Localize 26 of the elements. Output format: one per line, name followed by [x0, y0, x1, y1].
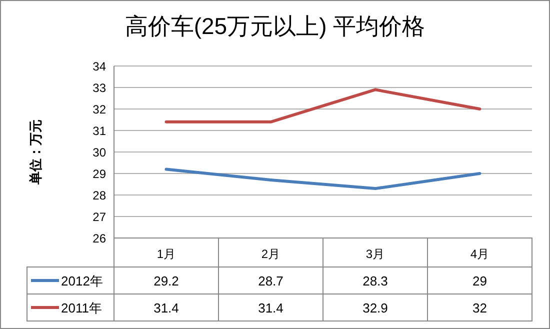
x-tick-label: 1月 [156, 247, 176, 261]
data-label: 29.2 [154, 274, 179, 288]
data-label: 32.9 [362, 300, 388, 316]
y-tick-label: 27 [92, 210, 106, 224]
line-series [164, 168, 482, 190]
data-label: 31.4 [154, 300, 179, 316]
x-tick-label: 3月 [366, 247, 385, 261]
x-tick-label: 4月 [470, 247, 490, 261]
y-tick-label: 32 [92, 102, 106, 116]
data-label: 29 [472, 274, 487, 288]
legend-label: 2012年 [61, 274, 103, 288]
x-tick-label: 2月 [261, 247, 280, 261]
data-label: 31.4 [258, 300, 284, 316]
legend-label: 2011年 [61, 300, 102, 316]
y-tick-label: 31 [92, 124, 106, 138]
y-tick-label: 26 [92, 232, 106, 246]
y-tick-label: 33 [92, 81, 106, 95]
chart-title: 高价车(25万元以上) 平均价格 [124, 13, 426, 39]
y-tick-label: 29 [92, 167, 106, 181]
y-axis-title: 单位：万元 [28, 120, 43, 186]
y-tick-label: 28 [92, 188, 106, 202]
data-label: 32 [472, 300, 487, 316]
y-tick-label: 30 [92, 146, 106, 160]
data-label: 28.3 [362, 274, 388, 288]
data-label: 28.7 [258, 274, 284, 288]
y-tick-label: 34 [92, 60, 106, 74]
